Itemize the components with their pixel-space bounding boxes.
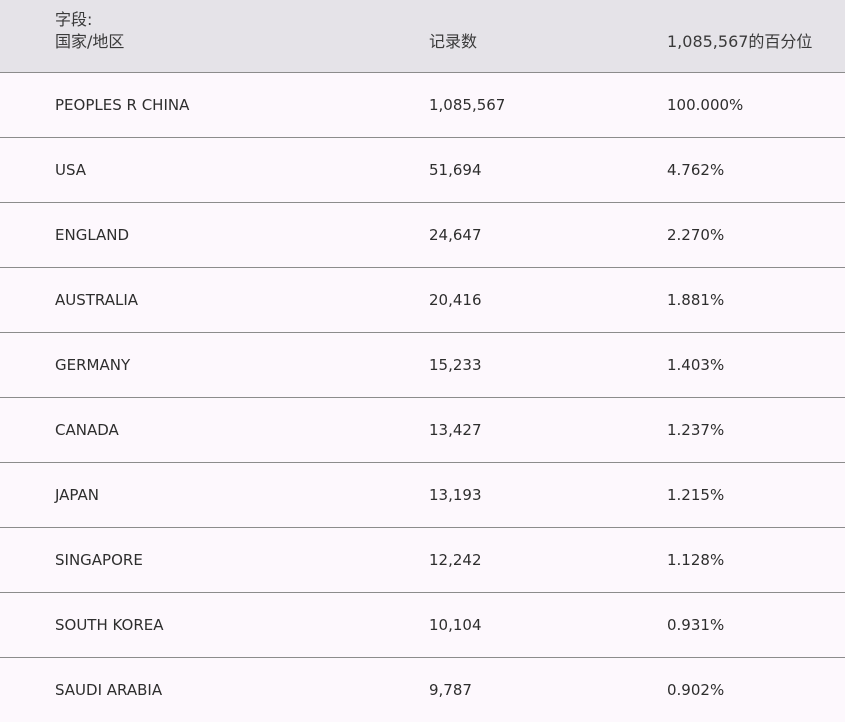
country-cell: SAUDI ARABIA — [55, 681, 163, 699]
table-row[interactable]: SOUTH KOREA 10,104 0.931% — [0, 593, 845, 658]
table-row[interactable]: USA 51,694 4.762% — [0, 138, 845, 203]
country-cell: AUSTRALIA — [55, 291, 139, 309]
percentage-cell: 1.215% — [667, 486, 725, 504]
percentage-cell: 4.762% — [667, 161, 725, 179]
record-count-cell: 10,104 — [429, 616, 482, 634]
country-cell: JAPAN — [55, 486, 99, 504]
table-row[interactable]: ENGLAND 24,647 2.270% — [0, 203, 845, 268]
field-name: 国家/地区 — [55, 32, 125, 51]
country-cell: GERMANY — [55, 356, 131, 374]
country-cell: CANADA — [55, 421, 119, 439]
country-cell: SOUTH KOREA — [55, 616, 164, 634]
record-count-cell: 20,416 — [429, 291, 482, 309]
percentage-cell: 1.403% — [667, 356, 725, 374]
country-cell: ENGLAND — [55, 226, 130, 244]
country-cell: SINGAPORE — [55, 551, 143, 569]
percentage-cell: 1.237% — [667, 421, 725, 439]
country-cell: USA — [55, 161, 87, 179]
percentage-cell: 100.000% — [667, 96, 744, 114]
percentage-column-header[interactable]: 1,085,567的百分位 — [667, 32, 813, 51]
table-row[interactable]: PEOPLES R CHINA 1,085,567 100.000% — [0, 73, 845, 138]
record-count-cell: 13,427 — [429, 421, 482, 439]
table-header: 字段: 国家/地区 记录数 1,085,567的百分位 — [0, 0, 845, 73]
record-count-cell: 24,647 — [429, 226, 482, 244]
percentage-cell: 1.128% — [667, 551, 725, 569]
record-count-column-header[interactable]: 记录数 — [429, 32, 478, 51]
record-count-cell: 13,193 — [429, 486, 482, 504]
percentage-cell: 0.931% — [667, 616, 725, 634]
percentage-cell: 0.902% — [667, 681, 725, 699]
record-count-cell: 1,085,567 — [429, 96, 506, 114]
percentage-cell: 2.270% — [667, 226, 725, 244]
record-count-cell: 9,787 — [429, 681, 472, 699]
table-row[interactable]: CANADA 13,427 1.237% — [0, 398, 845, 463]
record-count-cell: 12,242 — [429, 551, 482, 569]
table-row[interactable]: SAUDI ARABIA 9,787 0.902% — [0, 658, 845, 715]
table-row[interactable]: JAPAN 13,193 1.215% — [0, 463, 845, 528]
table-row[interactable]: SINGAPORE 12,242 1.128% — [0, 528, 845, 593]
table-row[interactable]: GERMANY 15,233 1.403% — [0, 333, 845, 398]
field-label: 字段: — [55, 10, 93, 29]
record-count-cell: 51,694 — [429, 161, 482, 179]
field-column-header[interactable]: 字段: 国家/地区 — [55, 9, 124, 53]
record-count-cell: 15,233 — [429, 356, 482, 374]
table-row[interactable]: AUSTRALIA 20,416 1.881% — [0, 268, 845, 333]
country-cell: PEOPLES R CHINA — [55, 96, 190, 114]
percentage-cell: 1.881% — [667, 291, 725, 309]
